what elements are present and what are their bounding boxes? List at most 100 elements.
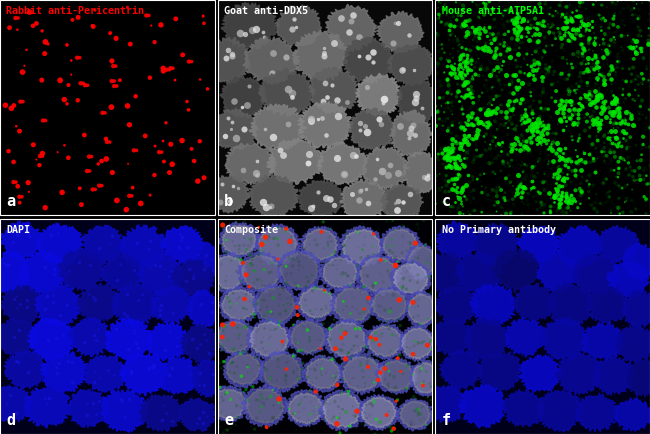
Point (614, 55, 625, 62)
Point (198, 13, 209, 20)
Point (225, 304, 235, 311)
Point (590, 42, 600, 49)
Point (315, 388, 325, 395)
Point (528, 163, 539, 170)
Point (556, 98, 567, 105)
Point (452, 114, 463, 121)
Point (614, 112, 624, 118)
Point (430, 187, 441, 194)
Point (616, 87, 627, 94)
Point (465, 90, 475, 97)
Point (588, 202, 598, 209)
Point (491, 193, 502, 200)
Point (523, 70, 534, 77)
Point (606, 207, 616, 214)
Point (468, 191, 478, 198)
Polygon shape (187, 242, 220, 280)
Point (302, 283, 312, 290)
Point (633, 81, 644, 88)
Point (599, 180, 610, 187)
Point (355, 325, 365, 332)
Point (538, 7, 549, 13)
Point (289, 336, 300, 343)
Polygon shape (359, 258, 398, 292)
Point (281, 279, 292, 286)
Point (550, 12, 560, 19)
Point (167, 365, 177, 372)
Point (218, 358, 229, 365)
Point (462, 0, 473, 4)
Polygon shape (0, 285, 44, 325)
Point (612, 60, 622, 67)
Point (518, 183, 528, 190)
Point (422, 341, 432, 348)
Polygon shape (139, 394, 183, 431)
Point (274, 263, 285, 270)
Point (517, 204, 527, 211)
Point (413, 326, 423, 332)
Point (188, 275, 199, 282)
Point (584, 202, 594, 209)
Point (556, 0, 566, 4)
Point (498, 204, 508, 211)
Point (627, 197, 637, 204)
Point (582, 82, 593, 89)
Point (482, 65, 493, 72)
Point (42, 293, 53, 299)
Point (305, 307, 315, 314)
Point (371, 416, 382, 423)
Point (13, 14, 23, 21)
Point (222, 249, 232, 256)
Point (469, 92, 479, 99)
Point (634, 6, 644, 13)
Point (642, 111, 650, 118)
Point (463, 132, 473, 139)
Point (280, 377, 291, 384)
Point (509, 112, 519, 118)
Point (594, 24, 604, 31)
Point (513, 24, 523, 31)
Point (300, 394, 310, 401)
Point (623, 3, 634, 10)
Point (361, 319, 371, 326)
Point (311, 404, 322, 411)
Point (330, 355, 340, 362)
Point (405, 277, 415, 284)
Point (642, 181, 650, 187)
Point (31, 20, 42, 27)
Point (577, 41, 588, 48)
Point (578, 187, 588, 194)
Point (618, 47, 628, 54)
Point (447, 192, 458, 199)
Point (413, 409, 423, 416)
Point (618, 119, 629, 126)
Point (489, 53, 499, 60)
Point (491, 105, 501, 112)
Point (619, 33, 629, 39)
Point (525, 161, 535, 168)
Point (90, 186, 101, 193)
Point (264, 335, 274, 342)
Point (557, 189, 567, 196)
Point (354, 347, 365, 354)
Point (521, 109, 531, 116)
Point (520, 52, 530, 59)
Point (575, 12, 586, 19)
Point (418, 426, 428, 433)
Point (349, 352, 359, 359)
Point (512, 185, 522, 192)
Point (498, 58, 508, 65)
Point (439, 167, 449, 174)
Point (593, 55, 604, 62)
Point (133, 345, 143, 352)
Polygon shape (399, 325, 436, 362)
Point (257, 352, 268, 359)
Point (532, 11, 543, 18)
Polygon shape (255, 224, 301, 266)
Point (604, 168, 615, 175)
Point (517, 188, 527, 195)
Point (435, 116, 445, 123)
Point (122, 290, 132, 297)
Point (478, 25, 489, 32)
Point (412, 249, 423, 256)
